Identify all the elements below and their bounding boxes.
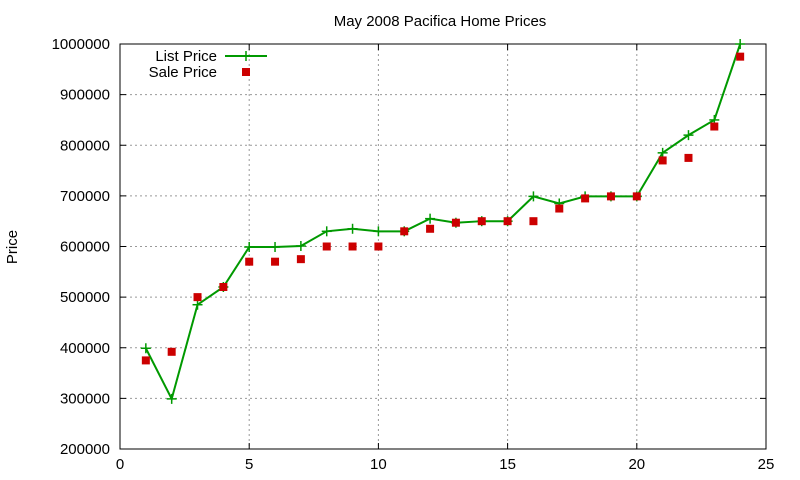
sale-price-point	[684, 153, 693, 162]
data-series	[140, 39, 746, 404]
list-price-point	[373, 226, 384, 237]
list-price-point	[657, 147, 668, 158]
y-tick-label: 900000	[60, 87, 110, 104]
y-tick-label: 700000	[60, 188, 110, 205]
series-list-price	[140, 39, 746, 404]
sale-price-point	[322, 242, 331, 251]
x-tick-label: 25	[758, 456, 775, 473]
list-price-point	[244, 242, 255, 253]
sale-price-point	[400, 227, 409, 236]
series-sale-price	[141, 52, 745, 365]
x-tick-label: 5	[245, 456, 253, 473]
sale-price-point	[245, 257, 254, 266]
list-price-line	[144, 43, 742, 402]
sale-price-point	[167, 347, 176, 356]
sale-price-point	[141, 356, 150, 365]
chart-title: May 2008 Pacifica Home Prices	[334, 13, 547, 30]
y-tick-label: 300000	[60, 390, 110, 407]
y-tick-label: 500000	[60, 289, 110, 306]
y-tick-label: 200000	[60, 441, 110, 458]
legend-square-marker	[242, 68, 250, 76]
list-price-point	[528, 191, 539, 202]
sale-price-point	[348, 242, 357, 251]
list-price-point	[295, 240, 306, 251]
sale-price-point	[271, 257, 280, 266]
legend-label: List Price	[155, 48, 217, 65]
legend-plus-marker	[241, 51, 251, 61]
legend-label: Sale Price	[149, 64, 217, 81]
sale-price-point	[606, 192, 615, 201]
grid-lines	[120, 44, 766, 449]
sale-price-point	[710, 122, 719, 131]
sale-price-point	[632, 192, 641, 201]
sale-price-point	[529, 217, 538, 226]
sale-price-point	[374, 242, 383, 251]
x-tick-label: 15	[499, 456, 516, 473]
list-price-point	[683, 130, 694, 141]
list-price-point	[347, 223, 358, 234]
sale-price-point	[219, 283, 228, 291]
x-tick-label: 20	[628, 456, 645, 473]
sale-price-point	[581, 194, 590, 203]
y-tick-label: 600000	[60, 239, 110, 256]
list-price-point	[270, 242, 281, 253]
sale-price-point	[426, 224, 435, 233]
list-price-point	[192, 299, 203, 310]
y-tick-label: 1000000	[52, 36, 110, 53]
sale-price-point	[555, 204, 564, 213]
list-price-point	[321, 226, 332, 237]
sale-price-point	[296, 255, 305, 264]
list-price-point	[735, 39, 746, 49]
list-price-point	[166, 393, 177, 404]
sale-price-point	[193, 293, 202, 302]
sale-price-point	[658, 156, 667, 165]
x-tick-label: 0	[116, 456, 124, 473]
y-tick-label: 800000	[60, 137, 110, 154]
x-tick-label: 10	[370, 456, 387, 473]
sale-price-point	[503, 217, 512, 226]
list-price-point	[425, 213, 436, 224]
sale-price-point	[451, 218, 460, 227]
y-tick-label: 400000	[60, 340, 110, 357]
y-axis-label: Price	[4, 230, 21, 264]
sale-price-point	[477, 217, 486, 226]
axis-ticks: 0 5 10 15 20 25 200000 300000 400000 500000 600000…	[52, 36, 775, 473]
sale-price-point	[736, 52, 745, 61]
list-price-point	[140, 343, 151, 354]
